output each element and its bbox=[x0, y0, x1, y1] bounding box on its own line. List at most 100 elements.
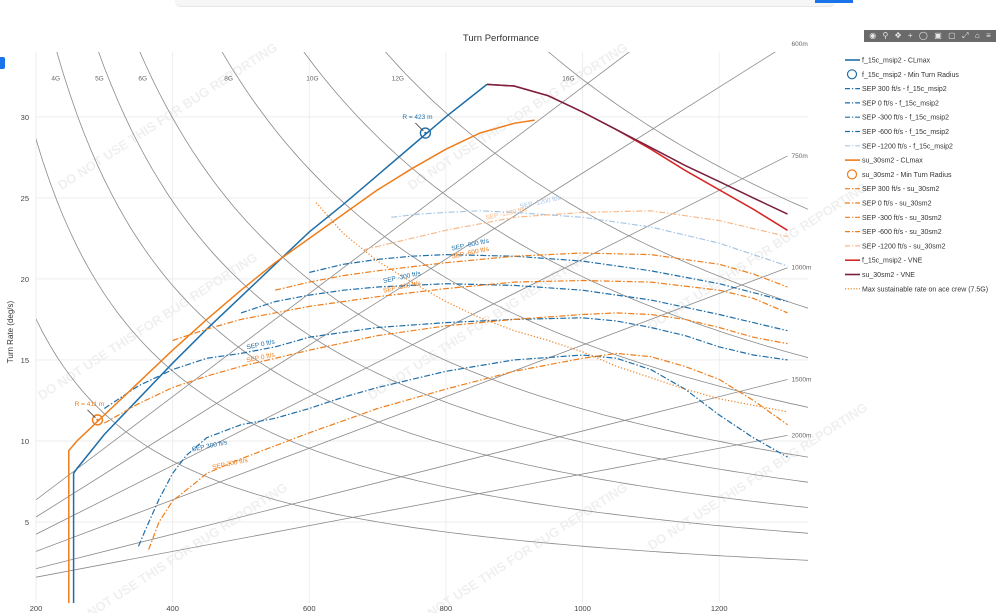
home-icon[interactable]: ⌂ bbox=[974, 31, 980, 40]
g-load-label: 8G bbox=[224, 75, 233, 82]
sep-curve-label: SEP -1200 ft/s bbox=[485, 206, 528, 222]
radius-lines bbox=[36, 52, 788, 578]
series-line bbox=[391, 210, 788, 267]
g-load-line bbox=[303, 52, 808, 359]
watermark-text: DO NOT USE THIS FOR BUG REPORTING bbox=[405, 480, 630, 613]
g-load-line bbox=[36, 137, 808, 534]
x-tick-label: 1200 bbox=[711, 604, 728, 613]
lasso-icon[interactable]: ◯ bbox=[918, 31, 928, 40]
legend-item-label: su_30sm2 - Min Turn Radius bbox=[862, 172, 952, 179]
plot-modebar: ◉ ⚲ ✥ + ◯ ▣ ▢ ⤢ ⌂ ≡ bbox=[864, 30, 996, 42]
y-tick-label: 20 bbox=[21, 275, 29, 284]
zoom-out-icon[interactable]: ▢ bbox=[948, 31, 956, 40]
x-tick-label: 200 bbox=[30, 604, 43, 613]
annotation-arrow bbox=[415, 122, 424, 132]
legend-item-label: SEP 0 ft/s - su_30sm2 bbox=[862, 201, 932, 208]
top-panel bbox=[175, 0, 835, 7]
series-line bbox=[172, 279, 788, 342]
min-radius-marker bbox=[419, 127, 432, 139]
series-line bbox=[240, 283, 788, 332]
watermark-text: DO NOT USE THIS FOR BUG REPORTING bbox=[65, 480, 290, 613]
legend-marker-icon bbox=[846, 69, 858, 80]
legend-item-label: SEP -1200 ft/s - f_15c_msip2 bbox=[862, 143, 953, 150]
legend-item-label: f_15c_msip2 - CLmax bbox=[862, 58, 931, 65]
min-radius-marker bbox=[91, 414, 104, 426]
series-line bbox=[274, 252, 788, 291]
watermark-text: DO NOT USE THIS FOR BUG REPORTING bbox=[55, 40, 280, 193]
g-load-label: 6G bbox=[138, 75, 147, 82]
top-action-button[interactable] bbox=[815, 0, 853, 3]
pan-icon[interactable]: ✥ bbox=[894, 31, 902, 40]
y-tick-label: 5 bbox=[25, 518, 29, 527]
g-load-lines: 2G3G4G5G6G8G10G12G16G bbox=[36, 52, 808, 561]
watermark-layer: DO NOT USE THIS FOR BUG REPORTING DO NOT … bbox=[35, 40, 870, 613]
radius-label: 750m bbox=[792, 153, 808, 160]
min-radius-annotation: R = 411 m bbox=[75, 401, 105, 408]
axes: 200 400 600 800 1000 1200 5 10 15 20 25 30 bbox=[21, 113, 728, 613]
series-line bbox=[137, 354, 788, 547]
x-tick-label: 400 bbox=[166, 604, 179, 613]
plus-icon[interactable]: + bbox=[907, 31, 913, 40]
side-tab-handle[interactable] bbox=[0, 57, 5, 69]
y-axis-label: Turn Rate (deg/s) bbox=[6, 300, 15, 363]
legend-item-label: SEP 300 ft/s - f_15c_msip2 bbox=[862, 86, 947, 93]
g-load-line bbox=[36, 318, 808, 561]
g-load-line bbox=[56, 52, 808, 508]
radius-line bbox=[36, 434, 788, 578]
radius-label: 1000m bbox=[792, 265, 812, 272]
g-load-line bbox=[548, 52, 808, 210]
series-line bbox=[68, 119, 535, 603]
min-radius-marker-dot bbox=[424, 131, 427, 135]
spike-icon[interactable]: ≡ bbox=[986, 31, 991, 40]
legend-item-label: SEP -600 ft/s - su_30sm2 bbox=[862, 229, 942, 236]
series-line bbox=[104, 312, 788, 424]
g-load-label: 16G bbox=[562, 75, 574, 82]
legend-item-label: SEP -300 ft/s - f_15c_msip2 bbox=[862, 115, 949, 122]
sep-curve-label: SEP 0 ft/s bbox=[246, 351, 276, 364]
series-line bbox=[148, 352, 788, 550]
grid bbox=[35, 52, 808, 603]
radius-label: 600m bbox=[792, 41, 808, 48]
legend-marker-icon bbox=[846, 169, 858, 180]
min-radius-marker-dot bbox=[96, 418, 99, 422]
g-load-line bbox=[385, 52, 808, 309]
x-tick-label: 600 bbox=[303, 604, 316, 613]
legend-item-label: Max sustainable rate on ace crew (7.5G) bbox=[862, 286, 988, 293]
watermark-text: DO NOT USE THIS FOR BUG REPORTING bbox=[645, 400, 870, 553]
g-load-label: 5G bbox=[95, 75, 104, 82]
radius-label: 2000m bbox=[792, 432, 812, 439]
x-tick-label: 800 bbox=[440, 604, 453, 613]
legend-item-label: SEP -600 ft/s - f_15c_msip2 bbox=[862, 129, 949, 136]
x-tick-label: 1000 bbox=[574, 604, 591, 613]
y-tick-label: 25 bbox=[21, 194, 29, 203]
zoom-in-icon[interactable]: ▣ bbox=[934, 31, 942, 40]
annotation-arrow bbox=[87, 409, 96, 419]
legend-item-label: SEP -1200 ft/s - su_30sm2 bbox=[862, 243, 946, 250]
radius-line bbox=[36, 52, 776, 518]
y-tick-label: 10 bbox=[21, 437, 29, 446]
series-line bbox=[72, 83, 488, 603]
autoscale-icon[interactable]: ⤢ bbox=[962, 31, 969, 40]
radius-line bbox=[36, 155, 788, 535]
chart-title: Turn Performance bbox=[463, 33, 539, 44]
legend-item-label: SEP 0 ft/s - f_15c_msip2 bbox=[862, 100, 939, 107]
g-load-line bbox=[139, 52, 808, 458]
radius-line bbox=[36, 52, 630, 501]
g-load-label: 4G bbox=[51, 75, 60, 82]
legend: f_15c_msip2 - CLmax f_15c_msip2 - Min Tur… bbox=[845, 58, 988, 293]
zoom-icon[interactable]: ⚲ bbox=[882, 31, 889, 40]
min-radius-annotation: R = 423 m bbox=[402, 114, 432, 121]
legend-item-label: su_30sm2 - VNE bbox=[862, 272, 915, 279]
y-tick-label: 30 bbox=[21, 113, 29, 122]
watermark-text: DO NOT USE THIS FOR BUG REPORTING bbox=[35, 250, 260, 403]
camera-icon[interactable]: ◉ bbox=[869, 31, 877, 40]
series-line bbox=[363, 210, 788, 251]
g-load-label: 12G bbox=[392, 75, 404, 82]
top-bar bbox=[0, 0, 1000, 8]
g-load-line bbox=[221, 52, 808, 408]
legend-item-label: f_15c_msip2 - VNE bbox=[862, 258, 923, 265]
legend-item-label: SEP 300 ft/s - su_30sm2 bbox=[862, 186, 939, 193]
series-layer bbox=[68, 83, 788, 603]
y-tick-label: 15 bbox=[21, 356, 29, 365]
